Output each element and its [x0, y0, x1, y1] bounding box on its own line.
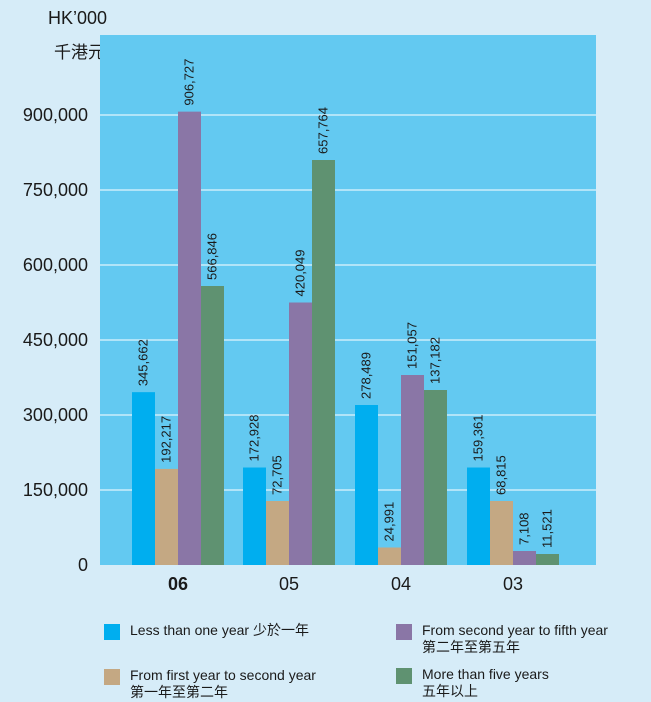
bar [132, 392, 155, 565]
unit-label-en: HK’000 [48, 8, 108, 28]
data-label: 420,049 [293, 250, 308, 297]
legend-label-en: From second year to fifth year [422, 622, 608, 638]
data-label: 24,991 [382, 502, 397, 542]
bar [155, 468, 178, 565]
legend-item-second-to-fifth-year: From second year to fifth year 第二年至第五年 [396, 622, 608, 657]
bar [201, 286, 224, 565]
bar [424, 390, 447, 565]
data-label: 657,764 [316, 107, 331, 154]
data-labels: 345,662 192,217 906,727 566,846 172,928 72,70… [136, 59, 555, 548]
legend-swatch [396, 624, 412, 640]
x-tick-label: 06 [168, 574, 188, 594]
legend-swatch [396, 668, 412, 684]
y-tick-label: 300,000 [23, 405, 88, 425]
data-label: 566,846 [205, 233, 220, 280]
bar-chart: 345,662 192,217 906,727 566,846 172,928 72,70… [23, 35, 596, 594]
data-label: 278,489 [359, 352, 374, 399]
y-tick-label: 450,000 [23, 330, 88, 350]
data-label: 345,662 [136, 339, 151, 386]
bar [289, 302, 312, 565]
legend-label: Less than one year 少於一年 [130, 622, 309, 640]
data-label: 11,521 [540, 509, 555, 548]
data-label: 159,361 [471, 415, 486, 462]
legend-label: From first year to second year 第一年至第二年 [130, 667, 316, 702]
data-label: 172,928 [247, 415, 262, 462]
bar [266, 501, 289, 565]
legend-label: More than five years 五年以上 [422, 666, 549, 701]
legend-label-zh: 少於一年 [252, 623, 309, 639]
data-label: 68,815 [494, 455, 509, 495]
legend-label-zh: 第一年至第二年 [130, 685, 228, 701]
data-label: 192,217 [159, 416, 174, 463]
legend-label-zh: 第二年至第五年 [422, 640, 520, 656]
data-label: 72,705 [270, 455, 285, 495]
legend-item-first-to-second-year: From first year to second year 第一年至第二年 [104, 667, 316, 702]
x-axis-ticks: 06 05 04 03 [168, 574, 523, 594]
x-tick-label: 03 [503, 574, 523, 594]
legend-label-zh: 五年以上 [422, 684, 478, 700]
legend-label-en: Less than one year [130, 622, 250, 638]
y-tick-label: 750,000 [23, 180, 88, 200]
bars [132, 111, 559, 565]
unit-label-zh: 千港元 [54, 43, 105, 63]
legend-label-en: More than five years [422, 666, 549, 682]
y-tick-label: 600,000 [23, 255, 88, 275]
bar [378, 547, 401, 565]
x-tick-label: 04 [391, 574, 411, 594]
bar [467, 467, 490, 565]
bar [178, 111, 201, 565]
legend-swatch [104, 624, 120, 640]
y-tick-label: 900,000 [23, 105, 88, 125]
y-tick-label: 150,000 [23, 480, 88, 500]
legend-swatch [104, 669, 120, 685]
legend-item-more-than-five-years: More than five years 五年以上 [396, 666, 549, 701]
bar [536, 554, 559, 565]
data-label: 137,182 [428, 337, 443, 384]
data-label: 906,727 [182, 59, 197, 106]
y-axis-ticks: 0 150,000 300,000 450,000 600,000 750,000 900,… [23, 105, 88, 575]
bar [243, 467, 266, 565]
legend-label: From second year to fifth year 第二年至第五年 [422, 622, 608, 657]
bar [355, 405, 378, 565]
bar [490, 501, 513, 565]
bar [401, 375, 424, 565]
x-tick-label: 05 [279, 574, 299, 594]
y-tick-label: 0 [78, 555, 88, 575]
bar [312, 160, 335, 565]
legend-item-less-than-one-year: Less than one year 少於一年 [104, 622, 309, 640]
legend-label-en: From first year to second year [130, 667, 316, 683]
bar [513, 551, 536, 565]
data-label: 7,108 [517, 512, 532, 545]
data-label: 151,057 [405, 322, 420, 369]
